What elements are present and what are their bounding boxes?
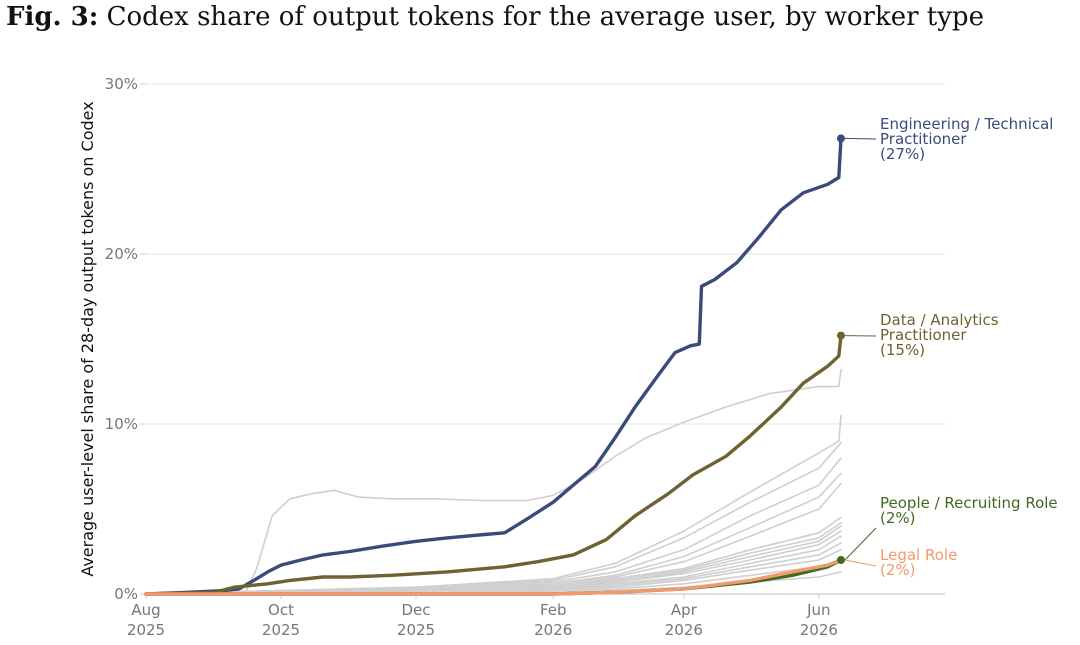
x-tick-month: Oct xyxy=(268,601,294,619)
highlighted-series xyxy=(144,134,845,596)
highlighted-series-line xyxy=(144,333,843,596)
x-tick-year: 2026 xyxy=(800,621,838,639)
figure-number: Fig. 3: xyxy=(6,2,99,32)
series-label-line: Practitioner xyxy=(880,130,967,148)
y-tick-label: 0% xyxy=(114,585,138,603)
y-axis-label: Average user-level share of 28-day outpu… xyxy=(78,101,97,576)
background-series xyxy=(145,368,842,595)
series-label-line: (15%) xyxy=(880,341,925,359)
series-end-marker xyxy=(836,134,845,143)
series-end-marker xyxy=(836,331,845,340)
series-label-line: (27%) xyxy=(880,145,925,163)
x-tick-month: Dec xyxy=(402,601,431,619)
x-tick-month: Aug xyxy=(131,601,160,619)
y-tick-label: 20% xyxy=(105,245,138,263)
series-label-line: (2%) xyxy=(880,561,916,579)
gridlines xyxy=(146,83,945,595)
x-tick-year: 2025 xyxy=(262,621,300,639)
series-label-line: Data / Analytics xyxy=(880,311,999,329)
background-series-line xyxy=(145,441,842,595)
figure-caption: Codex share of output tokens for the ave… xyxy=(106,2,984,32)
series-label-line: (2%) xyxy=(880,509,916,527)
series-end-marker xyxy=(836,556,845,564)
series-labels: Engineering / TechnicalPractitioner(27%)… xyxy=(844,115,1058,579)
x-tick-month: Feb xyxy=(540,601,567,619)
series-label-line: Legal Role xyxy=(880,546,957,564)
series-label-line: Practitioner xyxy=(880,326,967,344)
background-series-line xyxy=(145,457,842,595)
y-tick-label: 30% xyxy=(105,75,138,93)
label-leader-line xyxy=(844,559,877,567)
highlighted-series-line xyxy=(144,136,843,596)
label-leader-line xyxy=(844,527,877,561)
x-tick-year: 2025 xyxy=(127,621,165,639)
x-tick-month: Jun xyxy=(806,601,830,619)
x-tick-year: 2025 xyxy=(397,621,435,639)
series-label-line: People / Recruiting Role xyxy=(880,494,1058,512)
x-tick-year: 2026 xyxy=(534,621,572,639)
background-series-line xyxy=(145,368,842,595)
x-tick-month: Apr xyxy=(671,601,698,619)
series-label-line: Engineering / Technical xyxy=(880,115,1053,133)
highlighted-series-line xyxy=(144,558,843,596)
label-leader-line xyxy=(844,137,877,140)
y-tick-label: 10% xyxy=(105,415,138,433)
figure-title: Fig. 3: Codex share of output tokens for… xyxy=(6,2,984,32)
axes: 0% 10% 20% 30% Aug 2025 Oct 2025 Dec 2025 Feb 2026 A… xyxy=(105,75,945,639)
background-series-line xyxy=(145,521,842,595)
x-tick-year: 2026 xyxy=(665,621,703,639)
